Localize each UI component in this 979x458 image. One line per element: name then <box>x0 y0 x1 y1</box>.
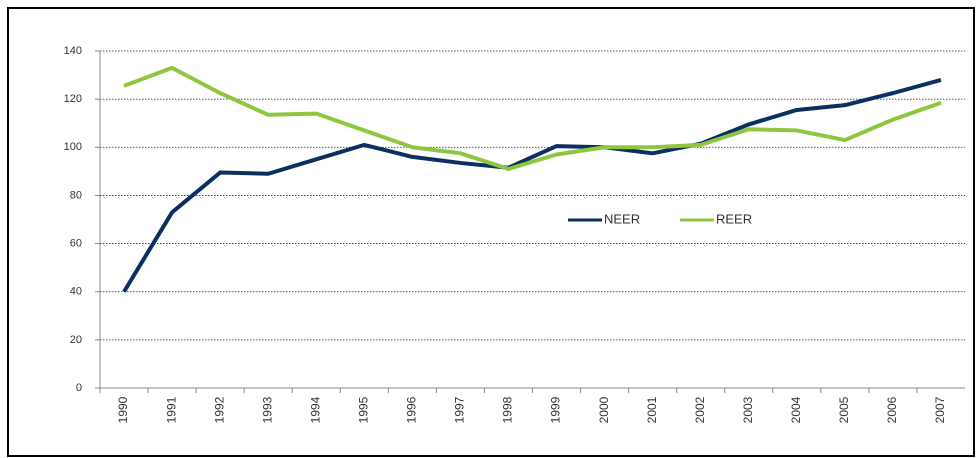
x-tick-label: 2003 <box>741 396 755 423</box>
line-series <box>123 65 942 171</box>
x-tick-label: 1991 <box>164 396 178 423</box>
y-tick-label: 100 <box>64 141 82 153</box>
x-tick-label: 1990 <box>116 396 130 423</box>
legend-label: NEER <box>604 211 640 226</box>
x-tick-label: 2004 <box>789 396 803 423</box>
y-tick-label: 120 <box>64 93 82 105</box>
x-tick-label: 2006 <box>885 396 899 423</box>
line-series <box>122 77 942 293</box>
x-tick-label: 1997 <box>453 396 467 423</box>
y-tick-label: 0 <box>76 382 82 394</box>
y-tick-label: 20 <box>70 334 82 346</box>
x-tick-label: 1993 <box>260 396 274 423</box>
frame <box>7 7 975 457</box>
legend-label: REER <box>716 211 752 226</box>
y-tick-label: 40 <box>70 286 82 298</box>
x-tick-label: 1996 <box>405 396 419 423</box>
x-tick-label: 2001 <box>645 396 659 423</box>
x-tick-label: 2007 <box>933 396 947 423</box>
x-tick-label: 2000 <box>597 396 611 423</box>
x-tick-label: 2005 <box>837 396 851 423</box>
x-tick-label: 1999 <box>549 396 563 423</box>
x-tick-label: 2002 <box>693 396 707 423</box>
y-tick-label: 140 <box>64 45 82 57</box>
y-tick-label: 80 <box>70 189 82 201</box>
x-tick-label: 1994 <box>308 396 322 423</box>
y-tick-label: 60 <box>70 237 82 249</box>
x-tick-label: 1995 <box>356 396 370 423</box>
x-tick-label: 1998 <box>501 396 515 423</box>
x-tick-label: 1992 <box>212 396 226 423</box>
